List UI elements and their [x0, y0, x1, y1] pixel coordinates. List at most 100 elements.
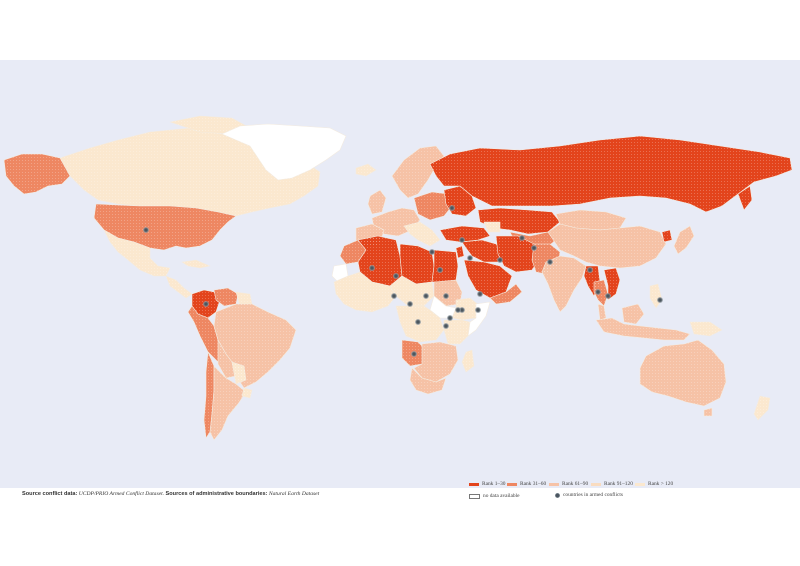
texture-south-africa	[410, 368, 446, 394]
texture-canada	[60, 128, 320, 216]
conflict-marker	[393, 273, 399, 279]
texture-india	[542, 256, 586, 312]
boundaries-dataset: Natural Earth Dataset	[268, 491, 320, 497]
texture-australia	[640, 340, 726, 406]
source-note: Source conflict data: UCDP/PRIO Armed Co…	[22, 491, 319, 497]
conflict-marker	[459, 237, 465, 243]
map-legend: Rank 1–30 Rank 31–60 Rank 61–90 Rank 91–…	[469, 481, 789, 505]
texture-southern-africa	[414, 342, 458, 382]
conflict-marker	[519, 235, 525, 241]
texture-china	[548, 224, 666, 268]
texture-uruguay	[242, 388, 252, 398]
world-map-svg	[3, 115, 793, 441]
legend-label-rank-91-120: Rank 91–120	[604, 481, 633, 487]
conflict-marker	[449, 205, 455, 211]
conflict-marker	[443, 323, 449, 329]
legend-label-rank-1-30: Rank 1–30	[482, 481, 506, 487]
conflict-marker	[443, 293, 449, 299]
texture-alaska	[4, 154, 70, 194]
texture-north-korea	[662, 230, 672, 242]
texture-cuba	[182, 260, 210, 268]
legend-label-rank-gt-120: Rank > 120	[648, 481, 674, 487]
conflict-marker	[391, 293, 397, 299]
conflict-marker-layer	[143, 205, 663, 357]
texture-tasmania	[704, 408, 712, 416]
texture-iceland	[356, 164, 376, 176]
legend-conflict-dot-icon	[555, 492, 560, 498]
texture-ethiopia	[452, 298, 480, 320]
texture-thailand-cambodia	[594, 280, 608, 306]
texture-east-europe	[414, 192, 452, 220]
texture-russia	[430, 136, 792, 212]
texture-kamchatka	[738, 186, 752, 210]
texture-arctic-islands	[170, 116, 250, 134]
texture-uk	[368, 190, 386, 214]
legend-rank-1-30: Rank 1–30	[469, 481, 506, 487]
boundaries-label: Sources of administrative boundaries:	[165, 491, 268, 497]
legend-rank-gt-120: Rank > 120	[635, 481, 673, 487]
texture-guianas	[236, 292, 252, 306]
texture-mongolia	[556, 210, 626, 230]
texture-turkey	[440, 226, 490, 242]
texture-sudan	[434, 280, 462, 306]
legend-swatch-rank-61-90	[549, 482, 559, 486]
texture-libya	[400, 244, 434, 284]
conflict-marker	[475, 307, 481, 313]
conflict-marker	[415, 319, 421, 325]
texture-paraguay	[232, 362, 246, 384]
conflict-marker	[595, 289, 601, 295]
texture-chile	[204, 352, 214, 438]
texture-west-africa	[334, 272, 396, 312]
legend-swatch-rank-gt-120	[635, 482, 645, 486]
conflict-marker	[407, 301, 413, 307]
conflict-marker	[429, 249, 435, 255]
source-dataset: UCDP/PRIO Armed Conflict Dataset.	[78, 491, 165, 497]
conflict-marker	[437, 267, 443, 273]
texture-japan	[674, 226, 694, 254]
texture-syria-iraq	[462, 240, 504, 262]
texture-bolivia	[218, 340, 236, 378]
conflict-marker	[531, 245, 537, 251]
conflict-marker	[657, 297, 663, 303]
conflict-marker	[423, 293, 429, 299]
texture-egypt	[432, 250, 458, 282]
legend-rank-31-60: Rank 31–60	[507, 481, 546, 487]
conflict-marker	[455, 307, 461, 313]
texture-scandinavia	[392, 146, 444, 198]
texture-madagascar	[462, 350, 474, 372]
conflict-marker	[143, 227, 149, 233]
texture-borneo	[622, 304, 644, 324]
conflict-marker	[587, 267, 593, 273]
texture-mexico	[104, 230, 170, 276]
legend-swatch-no-data	[469, 493, 480, 499]
legend-swatch-rank-31-60	[507, 482, 517, 486]
texture-yemen-oman	[490, 284, 522, 304]
conflict-marker	[467, 255, 473, 261]
legend-label-rank-61-90: Rank 61–90	[562, 481, 589, 487]
legend-swatch-rank-91-120	[591, 482, 601, 486]
texture-vietnam	[604, 268, 620, 300]
conflict-marker	[447, 315, 453, 321]
texture-argentina	[210, 366, 246, 440]
conflict-marker	[605, 293, 611, 299]
conflict-marker	[369, 265, 375, 271]
texture-niger-chad	[390, 276, 434, 306]
legend-label-conflict: countries in armed conflicts	[563, 492, 624, 498]
conflict-marker	[203, 301, 209, 307]
conflict-marker	[411, 351, 417, 357]
texture-venezuela	[214, 288, 238, 306]
legend-rank-61-90: Rank 61–90	[549, 481, 588, 487]
legend-label-rank-31-60: Rank 31–60	[520, 481, 547, 487]
texture-saudi-arabia	[464, 260, 512, 298]
legend-no-data: no data available	[469, 493, 520, 499]
legend-rank-91-120: Rank 91–120	[591, 481, 633, 487]
texture-east-africa	[444, 320, 470, 344]
country-somalia	[467, 301, 491, 337]
texture-algeria	[358, 236, 402, 286]
conflict-marker	[477, 291, 483, 297]
texture-ecuador-peru	[188, 306, 226, 362]
legend-conflict: countries in armed conflicts	[555, 492, 623, 498]
texture-morocco	[340, 240, 366, 264]
legend-swatch-rank-1-30	[469, 482, 479, 486]
texture-new-zealand	[754, 396, 770, 420]
